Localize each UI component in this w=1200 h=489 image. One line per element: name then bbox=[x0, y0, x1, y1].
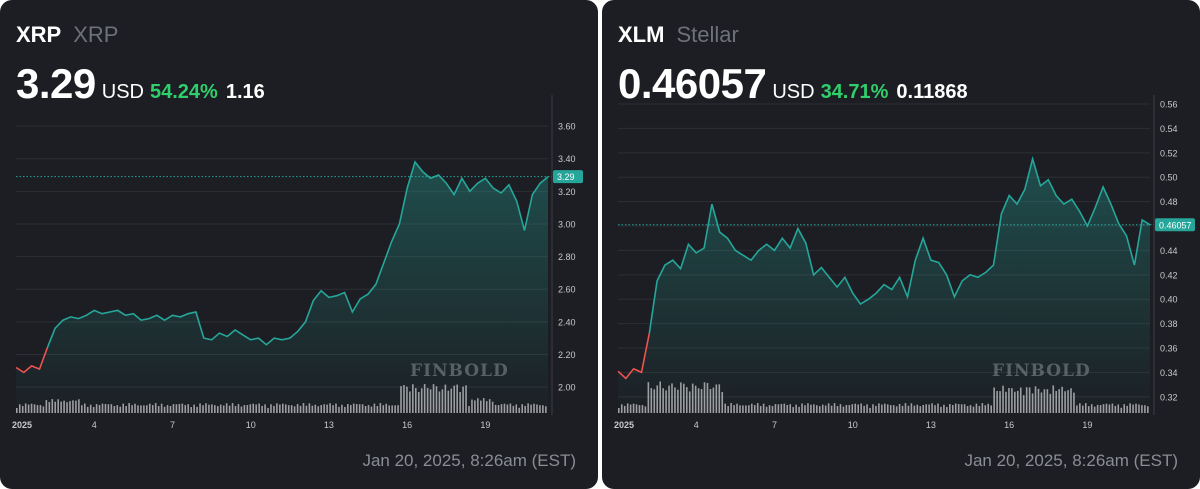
x-tick-label: 7 bbox=[170, 420, 175, 430]
y-tick-label: 0.56 bbox=[1160, 100, 1178, 110]
xrp-price-chart: 2.00 2.20 2.40 2.60 2.80 3.00 3.20 3.40 3.60 2025… bbox=[12, 95, 583, 430]
y-tick-label: 0.32 bbox=[1160, 392, 1178, 402]
y-tick-label: 2.40 bbox=[558, 317, 576, 327]
x-tick-label: 13 bbox=[926, 420, 936, 430]
asset-name: XRP bbox=[73, 22, 119, 47]
change-absolute: 0.11868 bbox=[896, 81, 968, 103]
y-tick-label: 3.60 bbox=[558, 122, 576, 132]
x-tick-label: 19 bbox=[480, 420, 490, 430]
xlm-chart-panel: XLM Stellar 0.46057 USD 34.71% 0.11868 0… bbox=[602, 0, 1200, 489]
symbol: XRP bbox=[16, 22, 62, 47]
x-tick-label: 4 bbox=[92, 420, 97, 430]
x-tick-label: 16 bbox=[402, 420, 412, 430]
price-area bbox=[618, 158, 1150, 405]
y-tick-label: 0.44 bbox=[1160, 246, 1178, 256]
current-price-badge bbox=[553, 170, 583, 184]
x-tick-label: 16 bbox=[1004, 420, 1014, 430]
y-tick-label: 0.38 bbox=[1160, 319, 1178, 329]
x-tick-label: 2025 bbox=[12, 420, 32, 430]
xlm-header: XLM Stellar bbox=[618, 22, 739, 48]
change-percent: 34.71% bbox=[820, 81, 889, 103]
price: 0.46057 bbox=[618, 60, 767, 107]
asset-name: Stellar bbox=[676, 22, 739, 47]
y-tick-label: 2.20 bbox=[558, 350, 576, 360]
change-percent: 54.24% bbox=[149, 81, 218, 103]
price-line bbox=[648, 155, 1151, 334]
price-line-down-segment bbox=[617, 333, 651, 380]
x-tick-label: 10 bbox=[246, 420, 256, 430]
price: 3.29 bbox=[16, 60, 96, 107]
x-tick-label: 4 bbox=[694, 420, 699, 430]
price-line bbox=[46, 160, 549, 349]
x-tick-label: 2025 bbox=[614, 420, 634, 430]
xrp-header: XRP XRP bbox=[16, 22, 119, 48]
currency: USD bbox=[772, 81, 815, 103]
timestamp: Jan 20, 2025, 8:26am (EST) bbox=[964, 451, 1178, 470]
x-tick-label: 7 bbox=[772, 420, 777, 430]
x-tick-label: 10 bbox=[848, 420, 858, 430]
x-tick-label: 13 bbox=[324, 420, 334, 430]
y-tick-label: 0.36 bbox=[1160, 344, 1178, 354]
y-tick-label: 0.42 bbox=[1160, 270, 1178, 280]
y-tick-label: 2.80 bbox=[558, 252, 576, 262]
y-tick-label: 3.20 bbox=[558, 187, 576, 197]
timestamp: Jan 20, 2025, 8:26am (EST) bbox=[362, 451, 576, 470]
y-tick-label: 0.50 bbox=[1160, 173, 1178, 183]
y-tick-label: 3.40 bbox=[558, 154, 576, 164]
current-price-badge bbox=[1155, 218, 1195, 232]
y-tick-label: 2.60 bbox=[558, 285, 576, 295]
y-tick-label: 0.54 bbox=[1160, 124, 1178, 134]
xlm-price-row: 0.46057 USD 34.71% 0.11868 bbox=[618, 60, 968, 108]
current-price-label: 0.46057 bbox=[1159, 220, 1192, 230]
y-tick-label: 0.52 bbox=[1160, 148, 1178, 158]
price-area bbox=[16, 162, 548, 405]
y-tick-label: 3.00 bbox=[558, 219, 576, 229]
price-line-down-segment bbox=[15, 347, 49, 374]
y-tick-label: 0.40 bbox=[1160, 295, 1178, 305]
xrp-chart-panel: XRP XRP 3.29 USD 54.24% 1.16 2.00 2.20 2.4… bbox=[0, 0, 598, 489]
change-absolute: 1.16 bbox=[225, 81, 265, 103]
current-price-label: 3.29 bbox=[557, 172, 575, 182]
y-tick-label: 0.48 bbox=[1160, 197, 1178, 207]
currency: USD bbox=[101, 81, 144, 103]
xlm-price-chart: 0.320.340.360.380.400.420.440.460.480.50… bbox=[614, 95, 1195, 430]
y-tick-label: 2.00 bbox=[558, 383, 576, 393]
xrp-price-row: 3.29 USD 54.24% 1.16 bbox=[16, 60, 265, 108]
x-tick-label: 19 bbox=[1082, 420, 1092, 430]
y-tick-label: 0.34 bbox=[1160, 368, 1178, 378]
symbol: XLM bbox=[618, 22, 665, 47]
